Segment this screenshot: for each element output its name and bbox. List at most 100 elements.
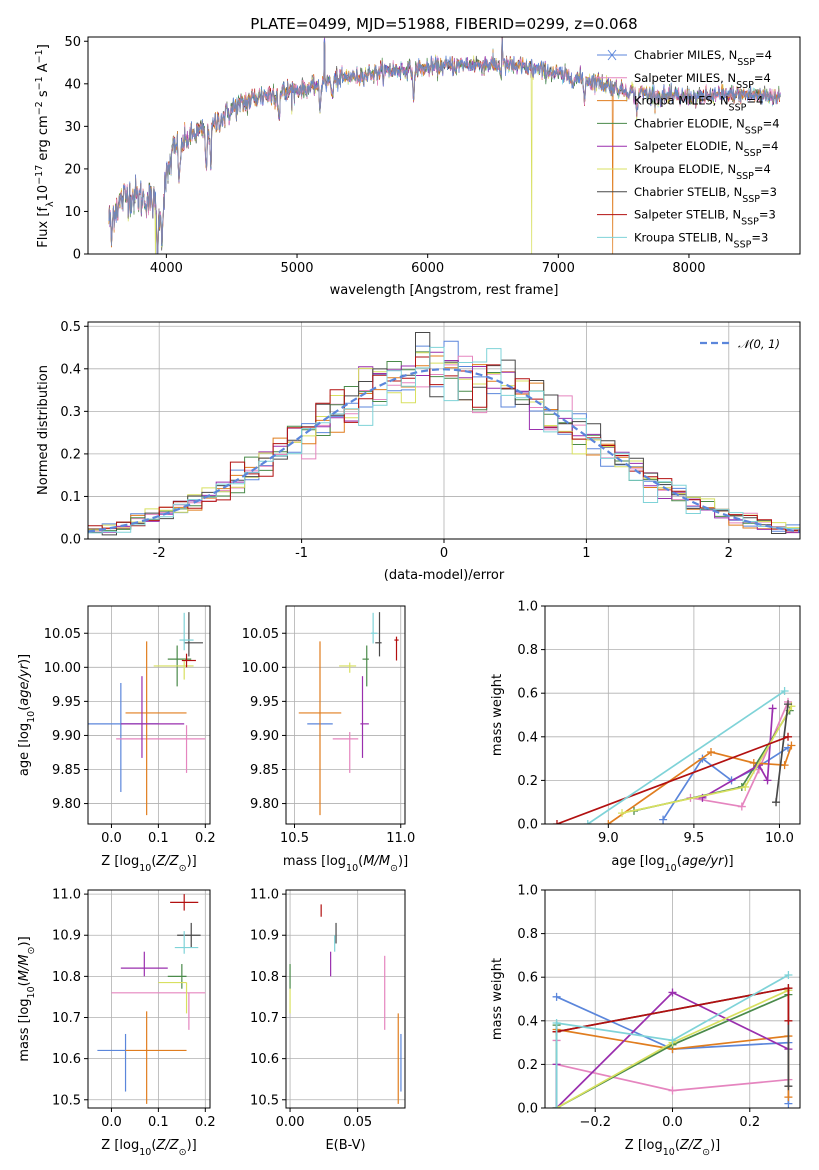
y-tick-label: 10.7 — [52, 1011, 81, 1026]
y-tick-label: 9.85 — [250, 763, 279, 778]
y-tick-label: 10.5 — [52, 1093, 81, 1108]
y-tick-label: 20 — [64, 162, 81, 177]
weight-marker — [618, 809, 627, 818]
weight-marker — [668, 988, 677, 997]
x-axis-label: age [log10(age/yr)] — [611, 854, 733, 874]
x-axis-label: Z [log10(Z/Z⊙)] — [101, 854, 196, 874]
x-tick-label: -2 — [153, 546, 166, 561]
y-tick-label: 50 — [64, 35, 81, 50]
chart-title: PLATE=0499, MJD=51988, FIBERID=0299, z=0… — [250, 15, 637, 33]
x-tick-label: 0.2 — [739, 1115, 760, 1130]
x-axis-label: (data-model)/error — [384, 568, 505, 583]
axes-frame: 0.00 0.05 10.5 10.6 10.7 10.8 10.9 11.0 — [250, 888, 406, 1130]
y-axis-label: Flux [fλ10−17 erg cm−2 s−1 A−1] — [34, 44, 56, 248]
y-tick-label: 10.00 — [242, 661, 279, 676]
y-tick-label: 0.0 — [60, 533, 81, 548]
y-tick-label: 10.6 — [52, 1052, 81, 1067]
weight-marker — [552, 820, 561, 824]
weight-marker — [784, 700, 793, 709]
y-tick-label: 10.9 — [52, 929, 81, 944]
x-tick-label: 0.0 — [101, 1115, 122, 1130]
weight-marker — [787, 741, 796, 750]
y-tick-label: 9.80 — [250, 797, 279, 812]
weight-marker — [780, 687, 789, 696]
x-tick-label: 6000 — [411, 261, 444, 276]
y-tick-label: 9.85 — [52, 763, 81, 778]
y-tick-label: 0.2 — [517, 774, 538, 789]
age-vs-mass-chart: 10.5 11.0 9.80 9.85 9.90 9.95 10.00 10.05 — [242, 605, 415, 846]
y-tick-label: 0.2 — [60, 447, 81, 462]
x-tick-label: −0.2 — [579, 1115, 611, 1130]
x-tick-label: 0.0 — [662, 1115, 683, 1130]
x-tick-label: 8000 — [672, 261, 705, 276]
y-tick-label: 0.6 — [517, 687, 538, 702]
weights-vs-Z-chart: −0.2 0.0 0.2 0.0 0.2 0.4 0.6 0.8 1.0 — [517, 884, 801, 1130]
weight-line — [555, 974, 789, 1108]
x-axis-label: Z [log10(Z/Z⊙)] — [101, 1138, 196, 1158]
y-tick-label: 0 — [73, 248, 81, 263]
x-tick-label: 9.5 — [684, 831, 705, 846]
y-tick-label: 0.0 — [517, 1102, 538, 1117]
weight-marker — [668, 1036, 677, 1045]
x-tick-label: 2 — [725, 546, 733, 561]
weight-line — [775, 703, 789, 803]
legend-entry: Salpeter ELODIE, NSSP=4 — [634, 139, 778, 159]
y-tick-label: 9.95 — [250, 695, 279, 710]
age-vs-Z-chart: 0.0 0.1 0.2 9.80 9.85 9.90 9.95 10.00 10.05 — [44, 605, 216, 846]
weight-marker — [668, 1086, 677, 1095]
axes-frame: −0.2 0.0 0.2 0.0 0.2 0.4 0.6 0.8 1.0 — [517, 884, 801, 1130]
axes-frame: -2 -1 0 1 2 0.0 0.1 0.2 0.3 0.4 0.5 — [60, 320, 801, 561]
y-tick-label: 10.00 — [44, 661, 81, 676]
weight-line — [690, 701, 789, 808]
weight-marker — [552, 1104, 561, 1108]
y-axis-label: mass weight — [490, 958, 505, 1040]
y-tick-label: 40 — [64, 77, 81, 92]
spectrum-legend: Chabrier MILES, NSSP=4 Salpeter MILES, NS… — [597, 48, 780, 250]
y-tick-label: 10.05 — [44, 627, 81, 642]
y-tick-label: 11.0 — [52, 888, 81, 903]
weight-line — [587, 690, 786, 824]
weight-marker — [784, 971, 793, 980]
x-axis-label: mass [log10(M/M⊙)] — [283, 854, 408, 874]
x-tick-label: 1 — [582, 546, 590, 561]
axes-frame: 9.0 9.5 10.0 0.0 0.2 0.4 0.6 0.8 1.0 — [517, 600, 801, 846]
y-tick-label: 0.6 — [517, 971, 538, 986]
y-tick-label: 0.1 — [60, 490, 81, 505]
residuals-chart: -2 -1 0 1 2 0.0 0.1 0.2 0.3 0.4 0.5 — [60, 320, 801, 561]
plot-area — [88, 612, 206, 816]
axes-border — [87, 889, 211, 1109]
axes-frame: 10.5 11.0 9.80 9.85 9.90 9.95 10.00 10.05 — [242, 605, 415, 846]
x-tick-label: 0.00 — [276, 1115, 305, 1130]
plot-area — [88, 332, 800, 539]
legend-entry: Chabrier STELIB, NSSP=3 — [634, 185, 777, 205]
weight-marker — [763, 776, 772, 785]
axes-border — [285, 889, 406, 1109]
normal-curve — [88, 368, 800, 533]
weight-marker — [604, 820, 613, 824]
y-tick-label: 10.7 — [250, 1011, 279, 1026]
plot-area — [108, 37, 781, 254]
y-axis-label: age [log10(age/yr)] — [17, 654, 37, 776]
axes-border — [544, 605, 801, 825]
y-tick-label: 0.4 — [60, 362, 81, 377]
legend-entry: Chabrier MILES, NSSP=4 — [634, 48, 772, 68]
weight-marker — [784, 1082, 793, 1091]
x-tick-label: 0.2 — [195, 831, 216, 846]
axes-frame: 4000 5000 6000 7000 8000 0 10 20 30 40 50 — [64, 35, 801, 276]
y-tick-label: 10.8 — [250, 970, 279, 985]
plot-area — [289, 904, 402, 1104]
y-tick-label: 0.8 — [517, 927, 538, 942]
legend-entry: Chabrier ELODIE, NSSP=4 — [634, 116, 780, 135]
x-tick-label: 7000 — [542, 261, 575, 276]
y-tick-label: 0.2 — [517, 1058, 538, 1073]
x-tick-label: 5000 — [280, 261, 313, 276]
y-tick-label: 0.4 — [517, 1014, 538, 1029]
x-tick-label: 4000 — [150, 261, 183, 276]
legend-entry: Salpeter STELIB, NSSP=3 — [634, 208, 776, 228]
legend-marker — [607, 49, 617, 61]
y-tick-label: 0.3 — [60, 405, 81, 420]
y-tick-label: 10.6 — [250, 1052, 279, 1067]
axes-border — [87, 605, 211, 825]
y-tick-label: 30 — [64, 120, 81, 135]
y-tick-label: 1.0 — [517, 884, 538, 899]
